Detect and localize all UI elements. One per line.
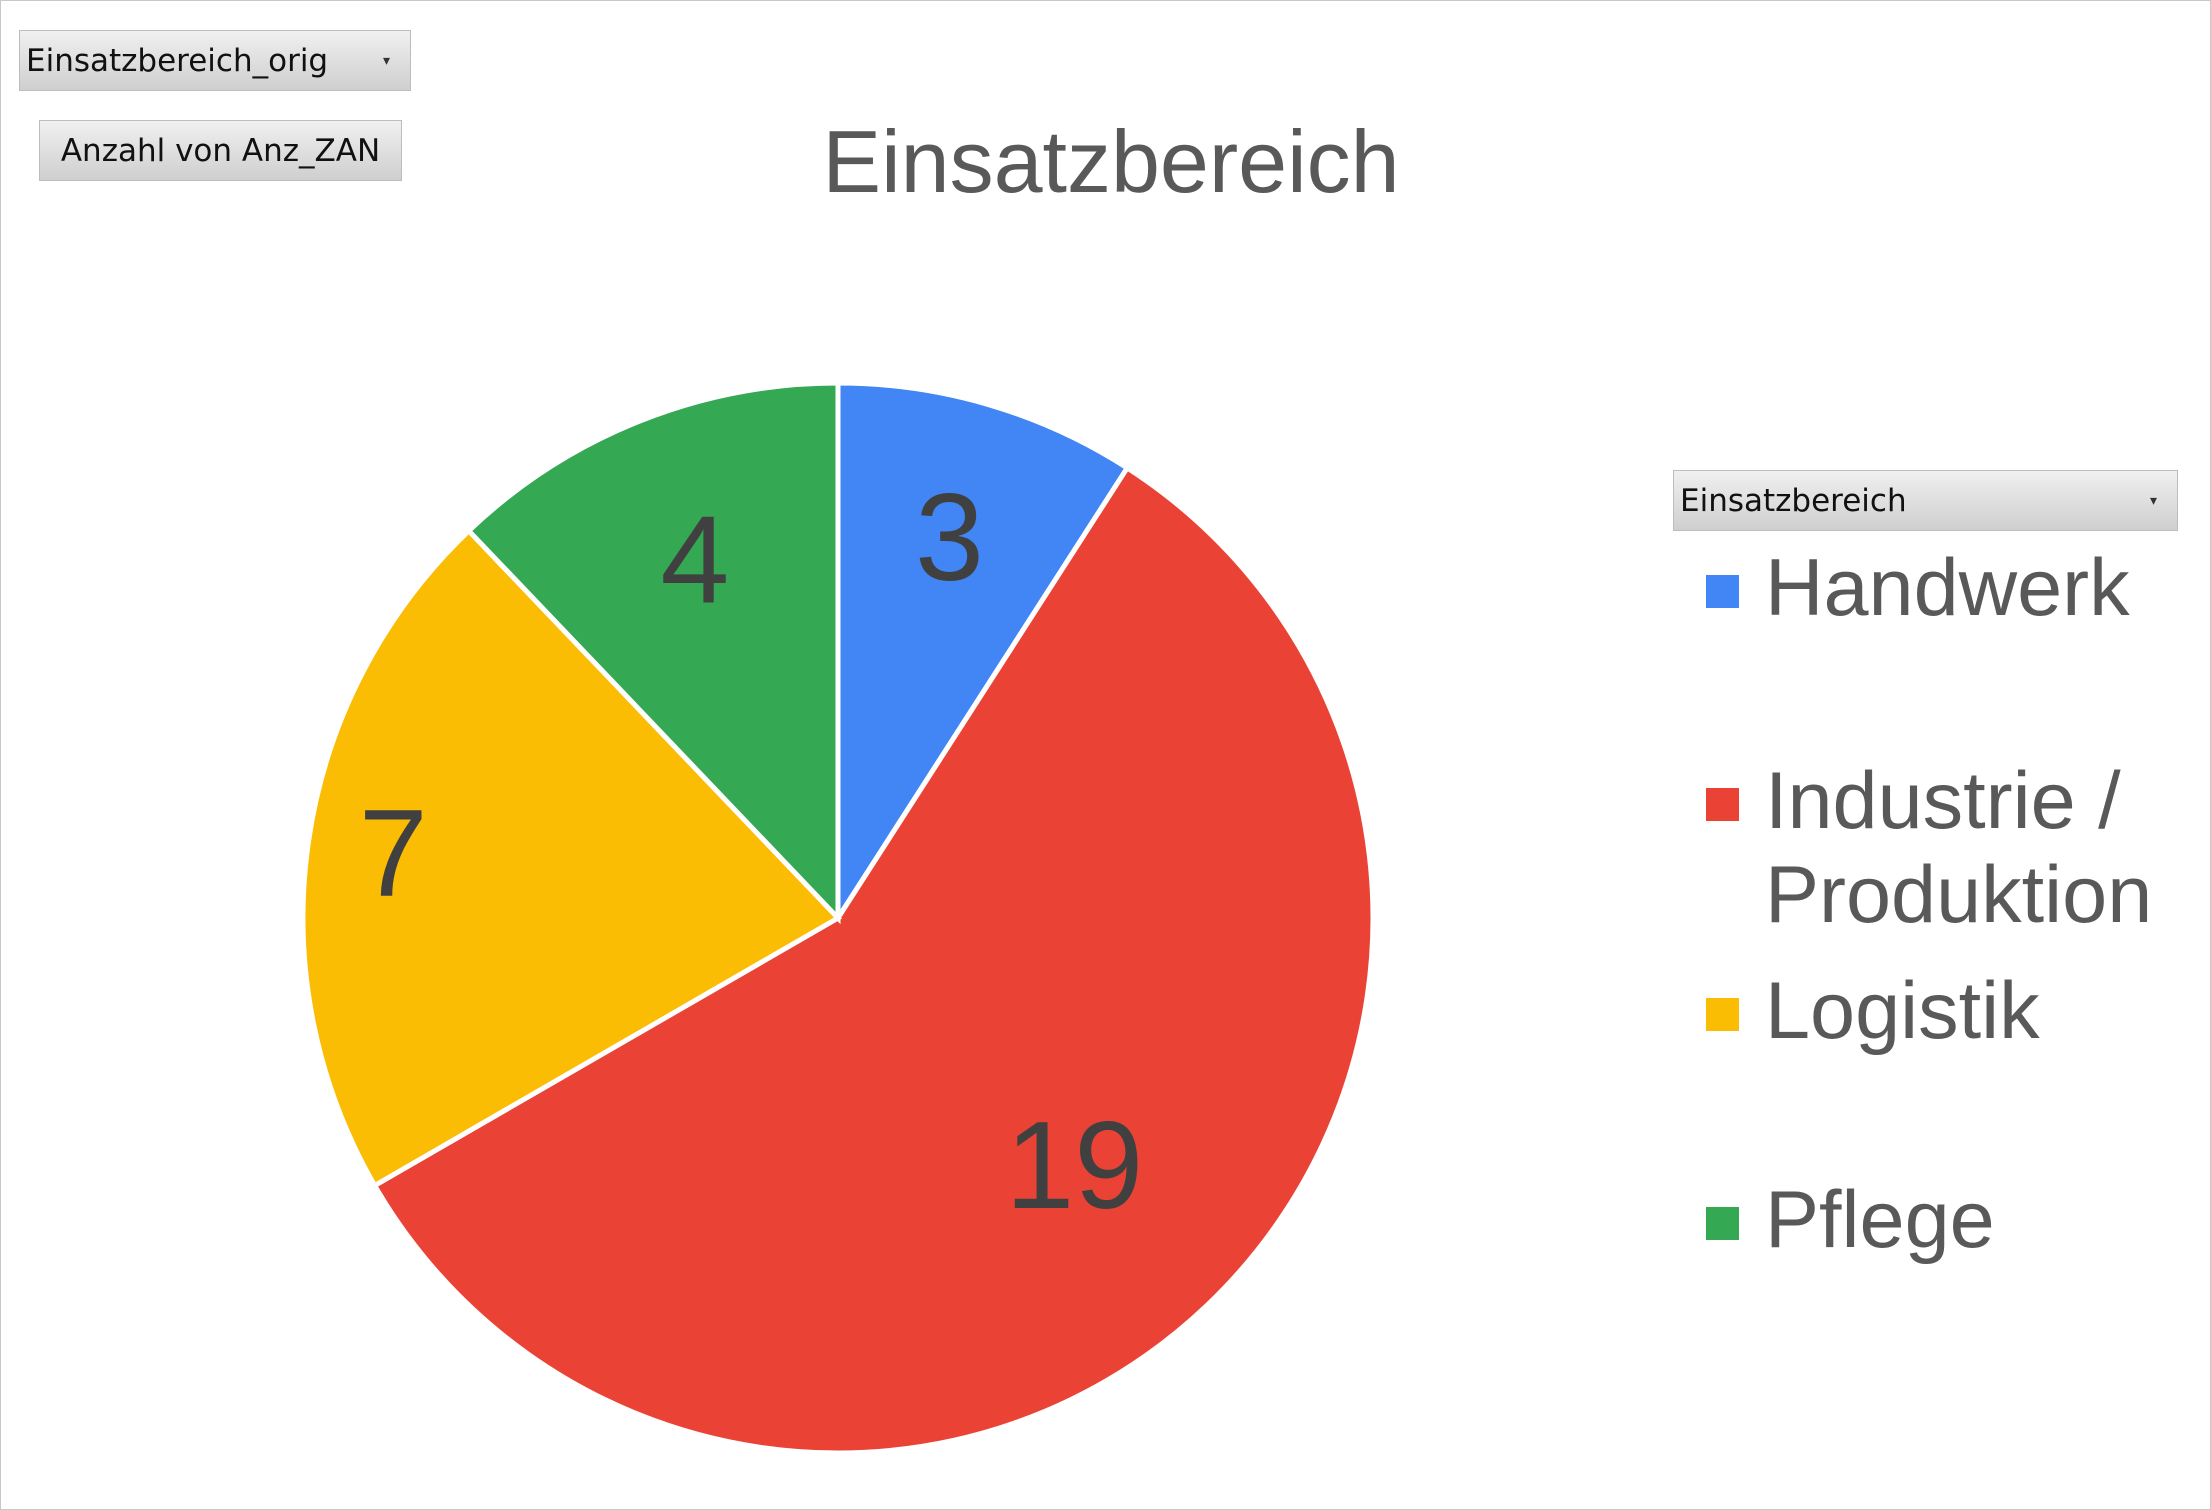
value-field-label: Anzahl von Anz_ZAN (60, 132, 381, 169)
chart-title: Einsatzbereich (822, 112, 1400, 211)
legend-item[interactable]: Logistik (1706, 964, 2185, 1058)
legend-label: Pflege (1765, 1175, 1995, 1265)
chevron-down-icon[interactable]: ▾ (2149, 492, 2157, 509)
data-label: 3 (915, 469, 984, 607)
legend-swatch (1706, 1207, 1739, 1240)
filter-field-button[interactable]: Einsatzbereich_orig ▾ (19, 30, 411, 91)
chevron-down-icon[interactable]: ▾ (382, 52, 390, 69)
data-label: 19 (1005, 1097, 1143, 1235)
data-label: 4 (660, 491, 729, 629)
legend-field-button[interactable]: Einsatzbereich ▾ (1673, 470, 2178, 531)
legend-swatch (1706, 575, 1739, 608)
legend-swatch (1706, 998, 1739, 1031)
legend-field-label: Einsatzbereich (1680, 482, 1907, 519)
data-label: 7 (359, 785, 428, 923)
pie-slice-logistik[interactable] (300, 527, 843, 1189)
filter-field-label: Einsatzbereich_orig (26, 42, 329, 79)
pie-slice-handwerk[interactable] (835, 380, 1131, 927)
pie-slice-industrie-produktion[interactable] (371, 464, 1376, 1456)
legend-swatch (1706, 788, 1739, 821)
legend-item[interactable]: Industrie / Produktion (1706, 754, 2185, 942)
legend-item[interactable]: Pflege (1706, 1173, 2185, 1267)
pie-slice-pflege[interactable] (465, 380, 841, 925)
pie-data-labels: 3 19 7 4 (359, 469, 1144, 1235)
legend-label: Logistik (1765, 966, 2040, 1056)
legend-label: Industrie / Produktion (1765, 756, 2153, 940)
value-field-button[interactable]: Anzahl von Anz_ZAN (39, 120, 402, 181)
legend-label: Handwerk (1765, 543, 2130, 633)
pie-slices (300, 380, 1376, 1456)
legend-item[interactable]: Handwerk (1706, 541, 2185, 635)
